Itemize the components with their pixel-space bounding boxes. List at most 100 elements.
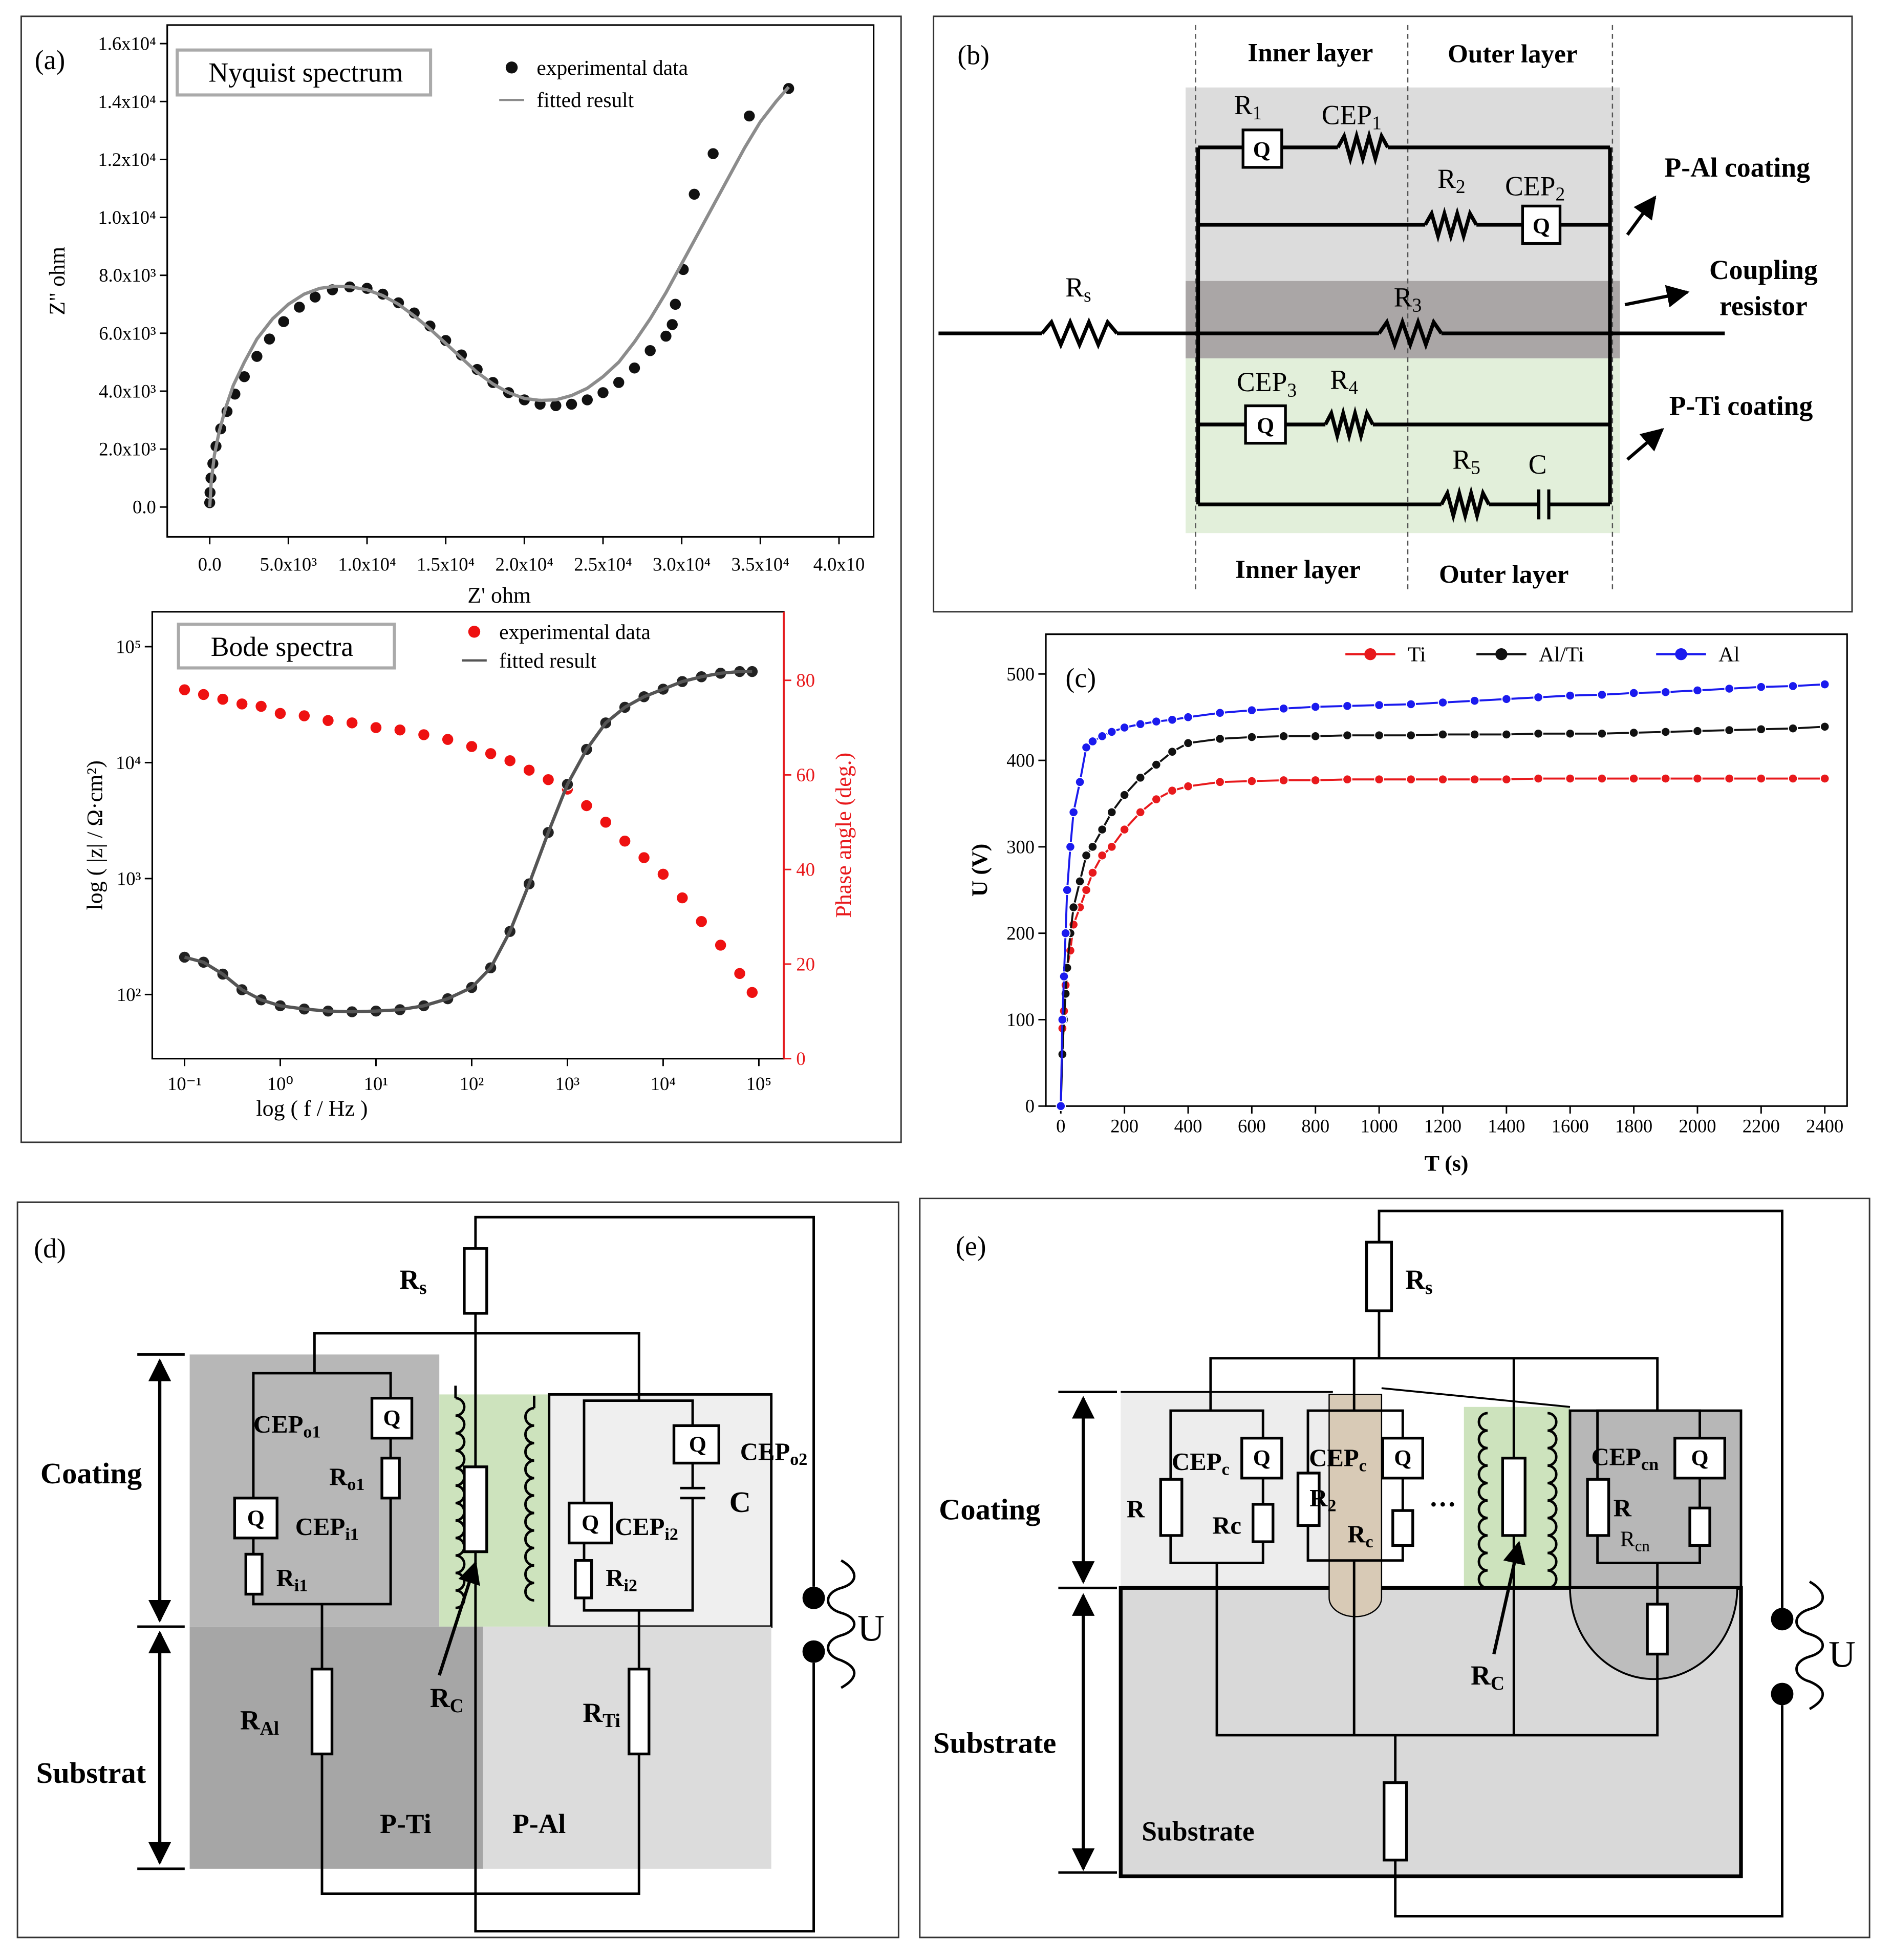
y2-tick-label: 20 — [796, 953, 815, 974]
data-point — [542, 773, 555, 786]
label-text: resistor — [1719, 290, 1808, 321]
legend-marker — [1495, 648, 1508, 661]
legend-label: Al — [1718, 643, 1739, 666]
x-tick-label: 10¹ — [364, 1073, 389, 1094]
component-box — [370, 1397, 414, 1440]
y-tick-label: 300 — [1006, 836, 1035, 857]
component-box — [1501, 1457, 1526, 1537]
label-text: CEP — [295, 1513, 346, 1541]
data-point — [455, 348, 468, 361]
diagram-label: Substrate — [1142, 1816, 1254, 1847]
diagram-label: CEPc — [1309, 1444, 1367, 1475]
diagram-label: Substrat — [36, 1756, 146, 1789]
data-point — [1119, 824, 1130, 835]
label-text: Substrate — [1142, 1816, 1254, 1847]
data-point — [297, 709, 311, 722]
diagram-label: R2 — [1309, 1484, 1336, 1515]
diagram-label: resistor — [1719, 290, 1808, 321]
label-subscript: s — [1425, 1277, 1433, 1298]
data-point — [250, 350, 264, 363]
label-text: R — [399, 1264, 420, 1295]
data-point — [599, 816, 612, 829]
data-point — [1565, 690, 1575, 701]
label-text: Coating — [40, 1457, 142, 1490]
diagram-label: R5 — [1452, 444, 1480, 478]
data-point — [1469, 695, 1480, 706]
data-point — [293, 301, 306, 314]
region — [483, 1626, 771, 1869]
source-symbol — [1795, 1580, 1824, 1710]
label-subscript: C — [450, 1695, 464, 1716]
component-box — [1241, 129, 1283, 169]
data-point — [714, 939, 727, 952]
x-tick-label: 2.5x10⁴ — [574, 554, 632, 575]
label-text: Q — [1533, 214, 1550, 238]
label-text: Outer layer — [1439, 560, 1569, 589]
terminal — [1771, 1608, 1794, 1631]
label-text: Q — [689, 1432, 706, 1457]
wire — [1381, 1387, 1571, 1408]
arrow — [1624, 285, 1690, 308]
data-point — [1342, 774, 1352, 784]
diagram-label: Q — [383, 1406, 400, 1431]
data-point — [1183, 712, 1193, 722]
data-point — [263, 332, 276, 346]
y-tick-label: 2.0x10³ — [99, 439, 156, 460]
data-point — [656, 867, 670, 881]
diagram-label: CEP2 — [1505, 171, 1565, 205]
data-point — [1097, 824, 1107, 835]
diagram-label: Rcn — [1620, 1527, 1650, 1554]
x-tick-label: 800 — [1301, 1116, 1329, 1137]
label-text: CEP — [1322, 99, 1372, 130]
label-subscript: 4 — [1348, 377, 1358, 398]
x-tick-label: 1600 — [1552, 1116, 1589, 1137]
component-box — [1673, 1437, 1726, 1480]
data-point — [1724, 684, 1734, 694]
label-text: Inner layer — [1235, 555, 1361, 584]
legend-label: Ti — [1408, 643, 1426, 666]
label-subscript: s — [1084, 285, 1091, 306]
diagram-label: Ro1 — [329, 1463, 364, 1494]
label-subscript: 1 — [1253, 103, 1262, 124]
legend-marker — [1364, 648, 1377, 661]
panel-label: (a) — [35, 45, 66, 75]
label-text: CEP — [1237, 367, 1287, 397]
label-subscript: o2 — [790, 1450, 807, 1469]
data-point — [216, 692, 229, 706]
component-box — [463, 1465, 488, 1553]
data-point — [1151, 794, 1162, 804]
diagram-label: CEPi2 — [615, 1513, 678, 1544]
label-subscript: cn — [1641, 1455, 1659, 1474]
y-tick-label: 200 — [1006, 923, 1035, 944]
x-tick-label: 600 — [1238, 1116, 1266, 1137]
x-tick-label: 5.0x10³ — [260, 554, 317, 575]
data-point — [1183, 781, 1193, 792]
data-point — [1246, 705, 1257, 715]
component-box — [244, 1552, 264, 1596]
label-text: CEP — [253, 1411, 304, 1438]
resistor — [1439, 485, 1491, 523]
inductor — [1547, 1412, 1558, 1589]
data-point — [1692, 726, 1703, 736]
label-text: R — [1347, 1520, 1366, 1548]
data-point — [1406, 774, 1416, 784]
diagram-label: Q — [582, 1511, 599, 1536]
data-point — [637, 851, 651, 864]
arrow — [1626, 428, 1664, 461]
diagram-label: Q — [689, 1432, 706, 1457]
label-text: R — [1065, 272, 1084, 303]
data-point — [1819, 721, 1830, 732]
y-tick-label: 1.0x10⁴ — [98, 207, 156, 228]
component-box — [1688, 1506, 1711, 1547]
diagram-label: P-Ti coating — [1669, 391, 1813, 421]
label-text: Q — [383, 1406, 400, 1431]
label-text: (d) — [34, 1233, 66, 1264]
x-tick-label: 1200 — [1424, 1116, 1461, 1137]
label-text: C — [729, 1485, 751, 1519]
data-point — [1692, 773, 1703, 784]
x-tick-label: 4.0x10 — [813, 554, 865, 575]
label-text: R — [240, 1705, 261, 1736]
label-text: Q — [1253, 138, 1271, 162]
data-point — [1533, 692, 1543, 702]
